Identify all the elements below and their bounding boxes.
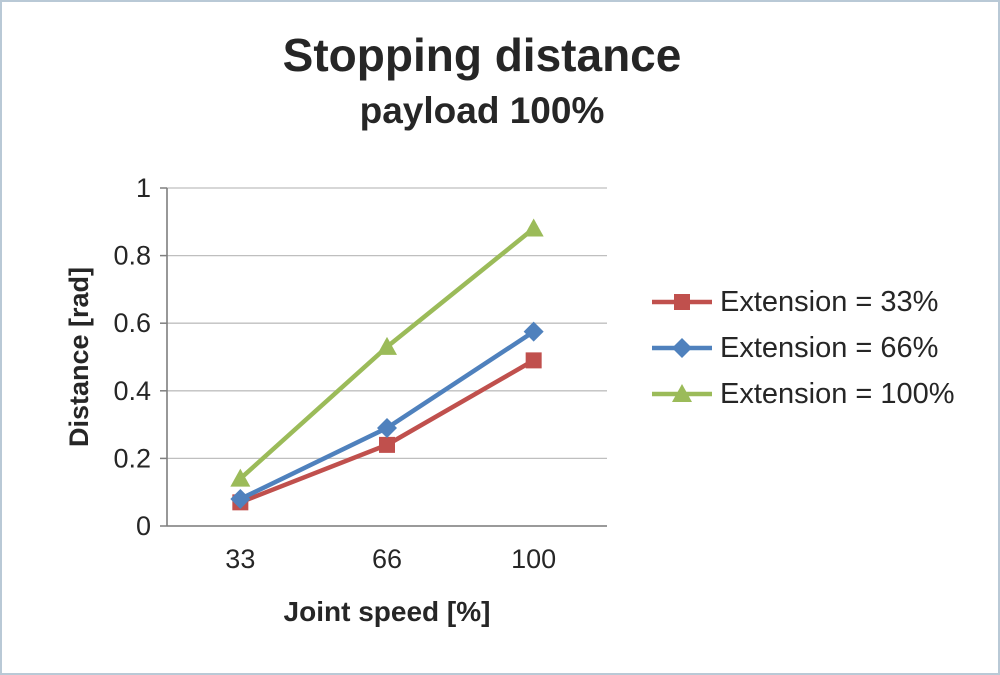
- data-point-square: [379, 436, 395, 453]
- legend-marker-extension-100-icon: [652, 384, 712, 402]
- data-point-diamond: [230, 488, 251, 509]
- data-point-triangle: [523, 218, 544, 237]
- legend-marker-shape: [674, 294, 690, 310]
- legend-marker-shape: [672, 338, 692, 358]
- data-point-diamond: [377, 417, 397, 438]
- legend: Extension = 33% Extension = 66% Extensio…: [650, 279, 955, 417]
- y-tick-label: 0.8: [113, 241, 151, 271]
- chart-title: Stopping distance: [282, 29, 682, 81]
- x-tick-label: 66: [372, 544, 402, 574]
- series-line-diamond: [238, 329, 536, 502]
- legend-label: Extension = 100%: [720, 377, 955, 410]
- y-tick-label: 0.2: [113, 443, 151, 473]
- x-tick-label: 33: [225, 544, 255, 574]
- y-axis-title: Distance [rad]: [64, 266, 94, 448]
- legend-item: Extension = 66%: [650, 325, 955, 371]
- data-point-square: [525, 352, 542, 369]
- y-tick-label: 0.6: [113, 308, 151, 338]
- x-axis-title: Joint speed [%]: [283, 596, 491, 627]
- legend-marker-shape: [672, 384, 692, 402]
- data-point-triangle: [377, 336, 397, 355]
- legend-item: Extension = 100%: [650, 371, 955, 417]
- legend-item: Extension = 33%: [650, 279, 955, 325]
- data-point-diamond: [523, 321, 544, 342]
- legend-marker-extension-33-icon: [652, 294, 712, 310]
- legend-label: Extension = 66%: [720, 331, 939, 364]
- legend-label: Extension = 33%: [720, 285, 939, 318]
- legend-marker-extension-66-icon: [652, 338, 712, 358]
- y-tick-label: 0.4: [113, 376, 151, 406]
- x-tick-label: 100: [511, 544, 556, 574]
- y-tick-label: 1: [136, 173, 151, 203]
- y-tick-label: 0: [136, 511, 151, 541]
- data-point-triangle: [230, 468, 251, 487]
- chart-subtitle: payload 100%: [359, 90, 605, 131]
